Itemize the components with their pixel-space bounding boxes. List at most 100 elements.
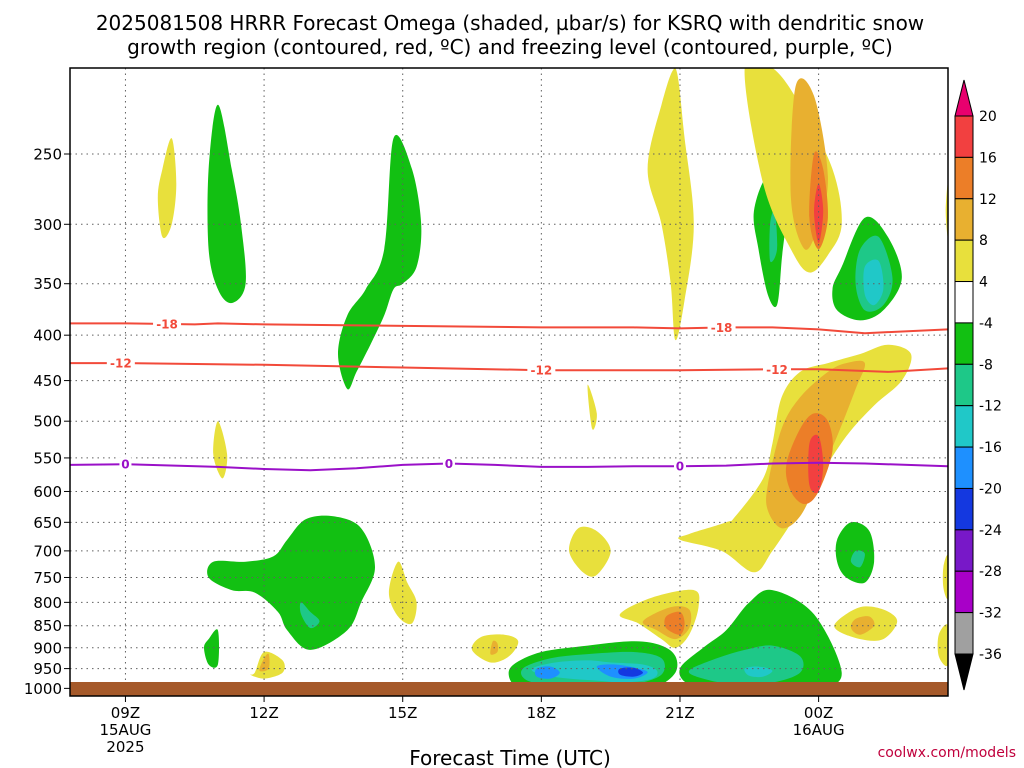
credit-text: coolwx.com/models xyxy=(878,745,1016,761)
omega-region-25 xyxy=(744,666,773,678)
colorbar-segment-1 xyxy=(954,156,974,200)
omega-region-17 xyxy=(534,666,560,679)
omega-region-6 xyxy=(204,629,220,668)
omega-region-0 xyxy=(157,138,177,239)
omega-region-44 xyxy=(937,624,948,667)
omega-region-19 xyxy=(618,667,643,677)
omega-region-24 xyxy=(688,645,804,685)
omega-region-12 xyxy=(569,526,611,577)
contour-label-bg xyxy=(106,356,135,371)
colorbar-top-arrow xyxy=(954,79,974,117)
omega-region-27 xyxy=(769,210,778,263)
y-tick-label-500: 500 xyxy=(33,413,62,431)
omega-region-13 xyxy=(587,384,597,430)
contour-label-bg xyxy=(673,459,686,474)
colorbar-segment-10 xyxy=(954,529,974,572)
contour-label-0-0: 0 xyxy=(121,458,129,472)
colorbar-segment-5 xyxy=(954,322,974,365)
x-axis-label: Forecast Time (UTC) xyxy=(409,746,611,768)
colorbar-label--28: -28 xyxy=(979,564,1002,580)
omega-region-3 xyxy=(213,421,228,479)
x-tick-year-09Z: 2025 xyxy=(106,738,144,756)
omega-region-22 xyxy=(664,611,685,635)
colorbar-label-8: 8 xyxy=(979,233,988,249)
x-tick-label-00Z: 00Z xyxy=(804,704,833,722)
chart-title-line2: growth region (contoured, red, ºC) and f… xyxy=(127,35,893,59)
contour-label-bg xyxy=(442,456,455,471)
colorbar-label--20: -20 xyxy=(979,481,1002,497)
contour-label-bg xyxy=(707,320,736,335)
plot-area: -18 -18 -12 -12 -12 0 0 0 xyxy=(69,67,949,697)
colorbar-label--12: -12 xyxy=(979,399,1002,415)
grid-lines xyxy=(70,68,948,696)
x-tick-date-00Z: 16AUG xyxy=(793,721,845,739)
colorbar-segment-3 xyxy=(954,239,974,283)
contour-label--12-0: -12 xyxy=(110,357,132,371)
y-tick-label-450: 450 xyxy=(33,372,62,390)
colorbar-segment-11 xyxy=(954,570,974,614)
colorbar-label--4: -4 xyxy=(979,316,993,332)
colorbar: 20 16 12 8 4 -4 -8 -12 -16 -20 -24 -28 -32 -36 xyxy=(954,79,1002,691)
contour-line--18 xyxy=(70,322,949,335)
y-tick-label-750: 750 xyxy=(33,569,62,587)
colorbar-label--32: -32 xyxy=(979,606,1002,622)
y-tick-label-800: 800 xyxy=(33,594,62,612)
x-tick-date-09Z: 15AUG xyxy=(99,721,151,739)
y-tick-label-350: 350 xyxy=(33,275,62,293)
temperature-contours: -18 -18 -12 -12 -12 0 0 0 xyxy=(69,317,949,474)
y-tick-label-650: 650 xyxy=(33,514,62,532)
colorbar-label--8: -8 xyxy=(979,357,993,373)
x-tick-label-15Z: 15Z xyxy=(388,704,417,722)
colorbar-segment-6 xyxy=(954,363,974,407)
colorbar-label--16: -16 xyxy=(979,440,1002,456)
y-tick-label-400: 400 xyxy=(33,327,62,345)
colorbar-label--24: -24 xyxy=(979,523,1002,539)
contour-label--18-1: -18 xyxy=(711,321,733,335)
contour-label-bg xyxy=(119,457,132,472)
y-tick-label-700: 700 xyxy=(33,542,62,560)
y-tick-label-1000: 1000 xyxy=(24,680,62,698)
omega-region-39 xyxy=(808,434,824,494)
contour-line-0 xyxy=(69,461,949,472)
y-axis: 250 300 350 400 450 500 550 600 650 700 750 800 850 9… xyxy=(24,146,70,698)
omega-region-28 xyxy=(647,68,694,341)
colorbar-segment-4 xyxy=(954,281,974,324)
colorbar-segment-8 xyxy=(954,446,974,489)
y-tick-label-250: 250 xyxy=(33,146,62,164)
contour-label-bg xyxy=(153,317,182,332)
omega-region-35 xyxy=(863,259,884,306)
terrain-bar xyxy=(70,682,948,696)
contour-label--12-1: -12 xyxy=(531,364,553,378)
y-tick-label-900: 900 xyxy=(33,639,62,657)
x-tick-label-09Z: 09Z xyxy=(111,704,140,722)
y-tick-label-850: 850 xyxy=(33,617,62,635)
colorbar-segment-0 xyxy=(954,115,974,158)
contour-label-bg xyxy=(763,362,792,377)
colorbar-bottom-arrow xyxy=(954,653,974,691)
omega-region-1 xyxy=(207,104,246,304)
x-tick-label-18Z: 18Z xyxy=(527,704,556,722)
y-tick-label-950: 950 xyxy=(33,660,62,678)
colorbar-segment-7 xyxy=(954,405,974,448)
omega-region-4 xyxy=(207,515,375,650)
contour-label-0-1: 0 xyxy=(445,457,453,471)
contour-label-bg xyxy=(527,363,556,378)
contour-label-0-2: 0 xyxy=(676,460,684,474)
y-tick-label-550: 550 xyxy=(33,449,62,467)
colorbar-label-20: 20 xyxy=(979,109,997,125)
omega-region-5 xyxy=(299,602,320,629)
y-tick-label-300: 300 xyxy=(33,216,62,234)
y-tick-label-600: 600 xyxy=(33,483,62,501)
colorbar-label-16: 16 xyxy=(979,150,997,166)
plot-frame xyxy=(69,67,949,697)
x-tick-label-12Z: 12Z xyxy=(249,704,278,722)
omega-region-32 xyxy=(814,183,824,244)
colorbar-segment-2 xyxy=(954,198,974,241)
colorbar-label-12: 12 xyxy=(979,192,997,208)
contour-line--12 xyxy=(70,362,949,373)
colorbar-label--36: -36 xyxy=(979,647,1002,663)
contour-label--18-0: -18 xyxy=(156,318,178,332)
colorbar-segment-9 xyxy=(954,487,974,531)
